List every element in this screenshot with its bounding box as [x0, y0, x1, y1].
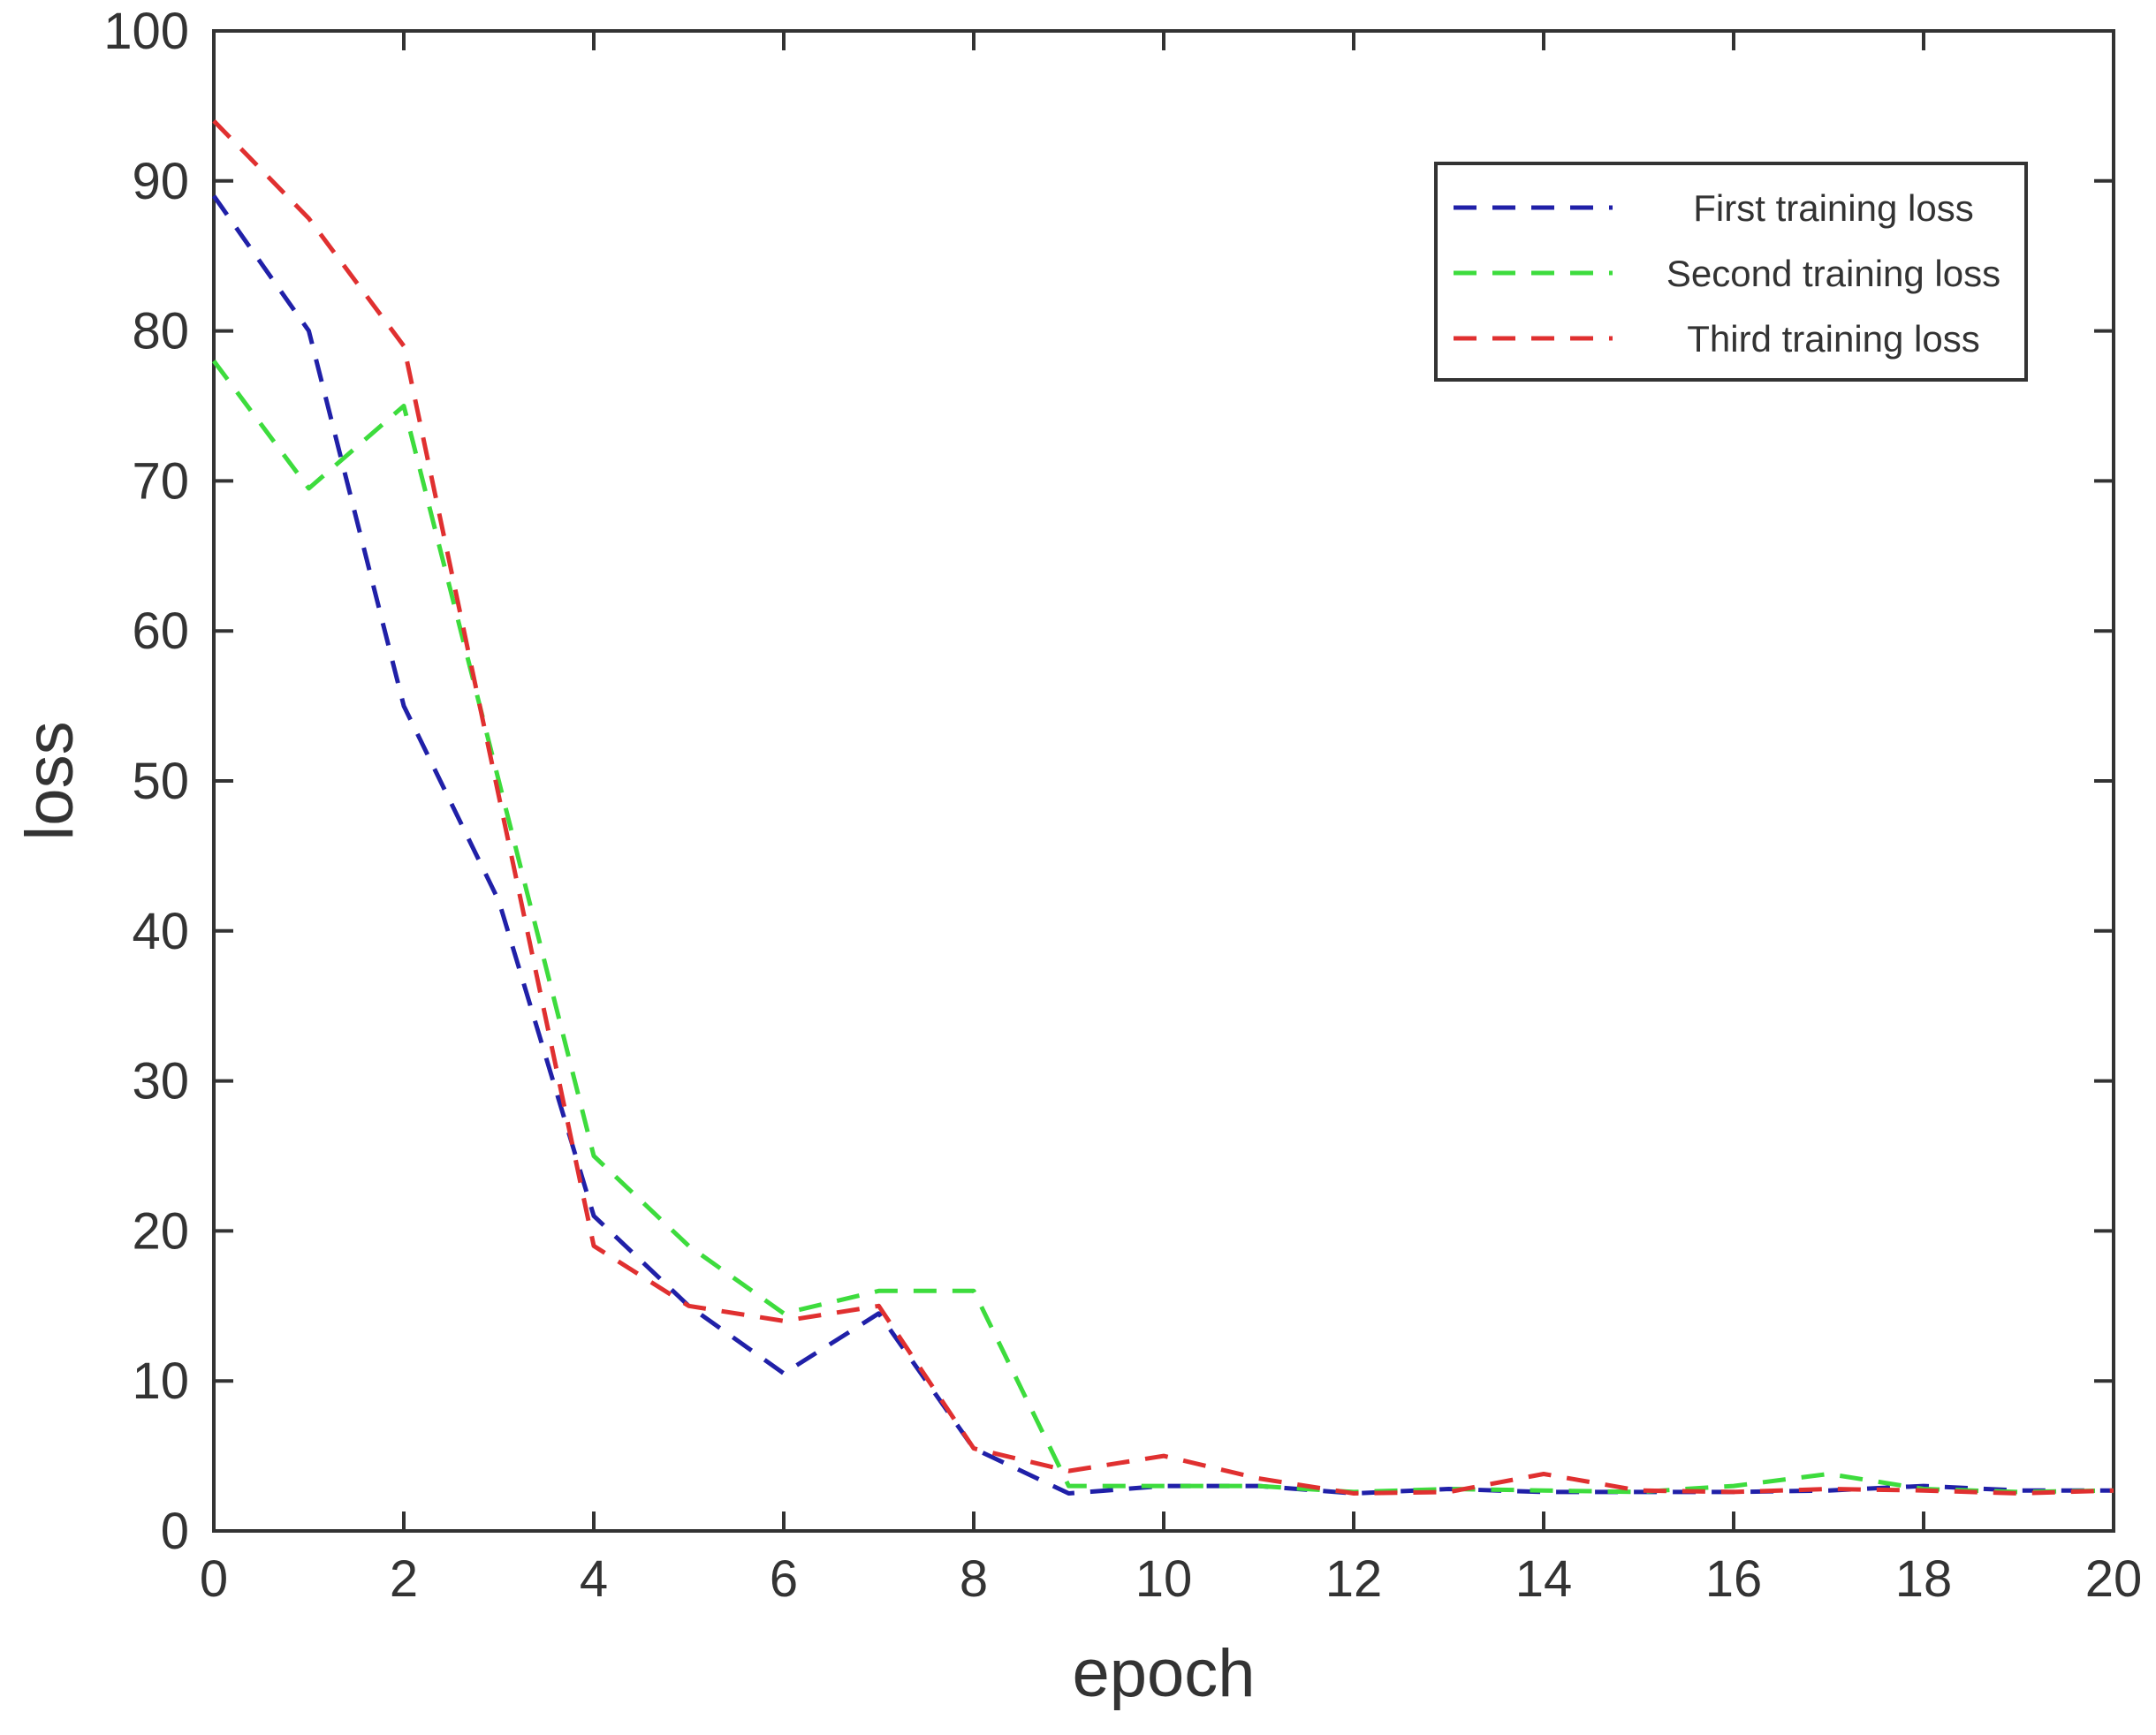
x-tick-label: 6 — [770, 1550, 798, 1608]
x-tick-label: 4 — [580, 1550, 608, 1608]
series-line-3 — [212, 119, 2114, 1496]
x-tick-label: 10 — [1135, 1550, 1193, 1608]
y-tick-label: 60 — [132, 602, 189, 660]
series-line-2 — [211, 360, 2114, 1495]
legend: First training loss Second training loss T… — [1434, 162, 2028, 382]
x-tick-label: 8 — [960, 1550, 988, 1608]
y-tick-label: 70 — [132, 452, 189, 510]
x-axis-title: epoch — [1072, 1636, 1255, 1711]
y-tick-label: 40 — [132, 903, 189, 960]
series-line-1 — [211, 194, 2114, 1496]
x-tick-label: 0 — [200, 1550, 228, 1608]
x-tick-label: 16 — [1705, 1550, 1763, 1608]
x-tick-label: 12 — [1325, 1550, 1383, 1608]
y-tick-label: 100 — [103, 3, 189, 60]
y-tick-label: 30 — [132, 1053, 189, 1110]
x-tick-label: 18 — [1895, 1550, 1953, 1608]
y-tick-label: 10 — [132, 1352, 189, 1410]
y-tick-label: 90 — [132, 153, 189, 210]
x-tick-label: 20 — [2085, 1550, 2143, 1608]
y-tick-label: 20 — [132, 1202, 189, 1260]
x-axis-ticks: 0 2 4 6 8 10 12 14 16 18 20 — [200, 31, 2142, 1608]
y-axis-ticks: 0 10 20 30 40 50 60 70 80 90 100 — [103, 3, 2114, 1560]
legend-label-2: Second training loss — [1666, 253, 2000, 294]
legend-label-3: Third training loss — [1687, 318, 1979, 360]
legend-label-1: First training loss — [1693, 187, 1973, 229]
x-tick-label: 14 — [1515, 1550, 1573, 1608]
y-tick-label: 80 — [132, 303, 189, 360]
y-tick-label: 0 — [161, 1503, 189, 1560]
x-tick-label: 2 — [390, 1550, 418, 1608]
series-lines — [211, 119, 2114, 1496]
y-axis-title: loss — [12, 721, 87, 840]
y-tick-label: 50 — [132, 753, 189, 810]
